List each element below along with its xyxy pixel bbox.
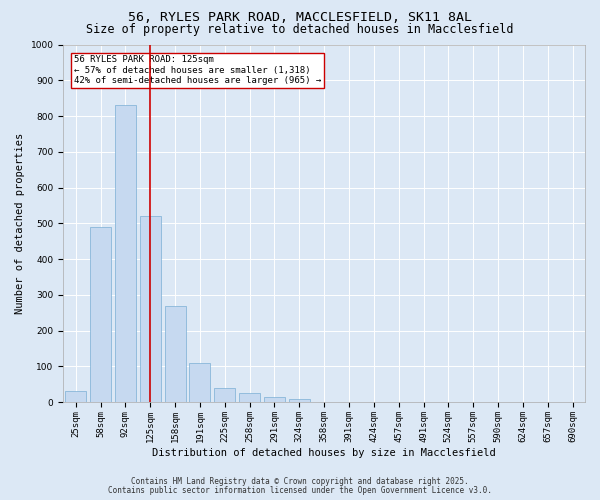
Bar: [115, 106, 136, 402]
Text: Contains public sector information licensed under the Open Government Licence v3: Contains public sector information licen…: [108, 486, 492, 495]
Bar: [264, 396, 285, 402]
Y-axis label: Number of detached properties: Number of detached properties: [15, 132, 25, 314]
Bar: [190, 362, 211, 402]
Bar: [140, 216, 161, 402]
Text: Size of property relative to detached houses in Macclesfield: Size of property relative to detached ho…: [86, 22, 514, 36]
Bar: [90, 227, 111, 402]
Bar: [164, 306, 185, 402]
Bar: [289, 399, 310, 402]
Text: 56 RYLES PARK ROAD: 125sqm
← 57% of detached houses are smaller (1,318)
42% of s: 56 RYLES PARK ROAD: 125sqm ← 57% of deta…: [74, 55, 321, 85]
Bar: [239, 393, 260, 402]
Bar: [214, 388, 235, 402]
Text: Contains HM Land Registry data © Crown copyright and database right 2025.: Contains HM Land Registry data © Crown c…: [131, 477, 469, 486]
X-axis label: Distribution of detached houses by size in Macclesfield: Distribution of detached houses by size …: [152, 448, 496, 458]
Bar: [65, 392, 86, 402]
Text: 56, RYLES PARK ROAD, MACCLESFIELD, SK11 8AL: 56, RYLES PARK ROAD, MACCLESFIELD, SK11 …: [128, 11, 472, 24]
